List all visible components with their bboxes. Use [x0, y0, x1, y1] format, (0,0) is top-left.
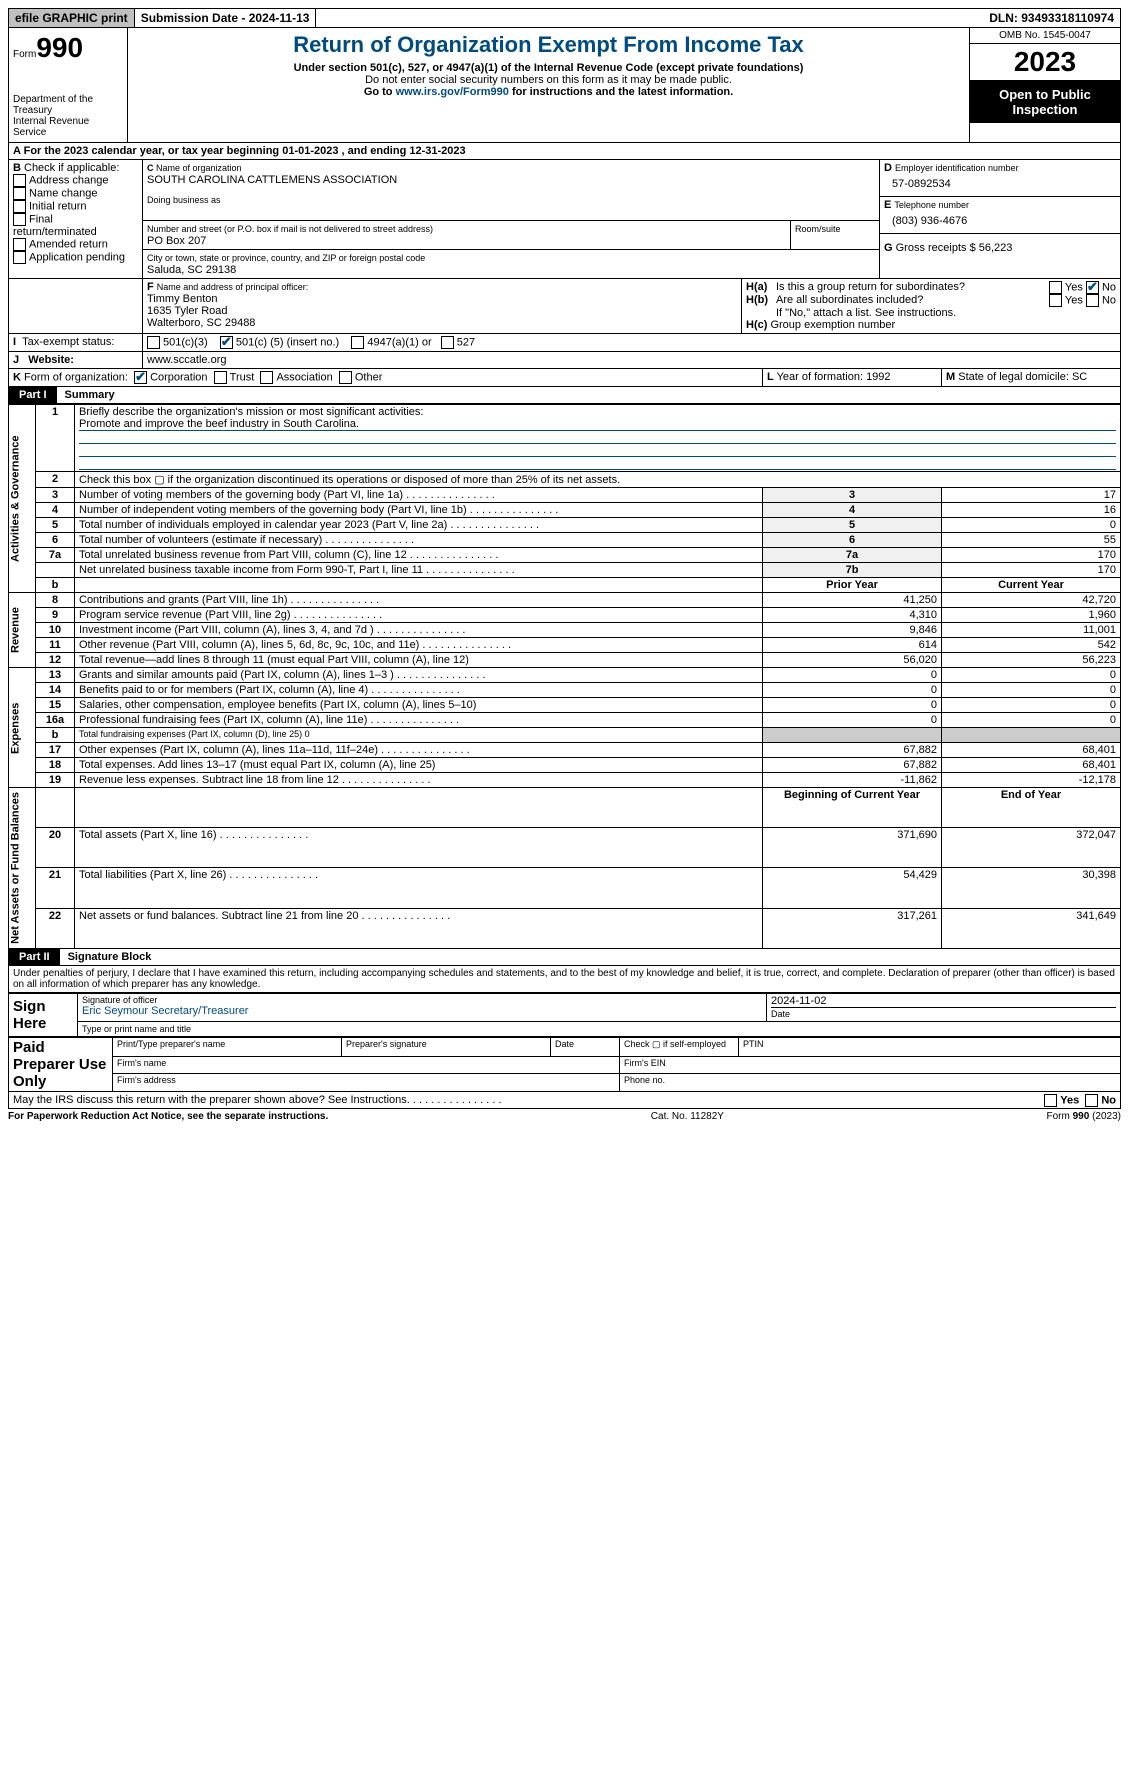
vlabel-revenue: Revenue [9, 593, 36, 668]
line-a: A For the 2023 calendar year, or tax yea… [8, 143, 1121, 160]
footer: For Paperwork Reduction Act Notice, see … [8, 1109, 1121, 1122]
street-address: PO Box 207 [147, 235, 206, 247]
officer-signature: Eric Seymour Secretary/Treasurer [82, 1005, 248, 1017]
irs-label: Internal Revenue Service [13, 116, 123, 138]
form-header: Form990 Department of the Treasury Inter… [8, 28, 1121, 143]
subtitle-2: Do not enter social security numbers on … [132, 74, 965, 86]
perjury-statement: Under penalties of perjury, I declare th… [8, 966, 1121, 993]
section-c: C Name of organizationSOUTH CAROLINA CAT… [143, 160, 880, 278]
section-deg: D Employer identification number57-08925… [880, 160, 1120, 278]
sign-date: 2024-11-02 [771, 995, 1116, 1008]
officer-block: F Name and address of principal officer:… [8, 279, 1121, 334]
line-klm: K Form of organization: Corporation Trus… [8, 369, 1121, 387]
paid-preparer-block: Paid Preparer Use Only Print/Type prepar… [8, 1037, 1121, 1092]
org-name: SOUTH CAROLINA CATTLEMENS ASSOCIATION [147, 174, 397, 186]
dept-treasury: Department of the Treasury [13, 94, 123, 116]
topbar: efile GRAPHIC print Submission Date - 20… [8, 8, 1121, 28]
submission-date: Submission Date - 2024-11-13 [135, 9, 317, 27]
officer-addr1: 1635 Tyler Road [147, 305, 228, 317]
omb-number: OMB No. 1545-0047 [970, 28, 1120, 44]
vlabel-governance: Activities & Governance [9, 405, 36, 593]
line-i: I Tax-exempt status: 501(c)(3) 501(c) (5… [8, 334, 1121, 352]
city-state-zip: Saluda, SC 29138 [147, 264, 236, 276]
section-h: H(a)Is this a group return for subordina… [742, 279, 1120, 333]
discuss-row: May the IRS discuss this return with the… [8, 1092, 1121, 1109]
tax-year: 2023 [970, 44, 1120, 81]
officer-addr2: Walterboro, SC 29488 [147, 317, 255, 329]
telephone: (803) 936-4676 [884, 211, 1116, 231]
form-title: Return of Organization Exempt From Incom… [132, 32, 965, 58]
dln: DLN: 93493318110974 [983, 9, 1120, 27]
form-label: Form [13, 49, 36, 60]
mission-text: Promote and improve the beef industry in… [79, 418, 1116, 431]
subtitle-3: Go to www.irs.gov/Form990 for instructio… [132, 86, 965, 98]
part-i-header: Part ISummary [8, 387, 1121, 404]
vlabel-netassets: Net Assets or Fund Balances [9, 788, 36, 949]
entity-block: B Check if applicable: Address changeNam… [8, 160, 1121, 279]
section-b: B Check if applicable: Address changeNam… [9, 160, 143, 278]
form-number: 990 [36, 32, 83, 63]
efile-label: efile GRAPHIC print [9, 9, 135, 27]
part-ii-header: Part IISignature Block [8, 949, 1121, 966]
sign-here-block: Sign Here Signature of officerEric Seymo… [8, 993, 1121, 1037]
irs-link[interactable]: www.irs.gov/Form990 [396, 86, 509, 98]
line-j: J Website: www.sccatle.org [8, 352, 1121, 369]
public-inspection: Open to Public Inspection [970, 81, 1120, 123]
vlabel-expenses: Expenses [9, 668, 36, 788]
gross-receipts: 56,223 [979, 242, 1013, 254]
summary-table: Activities & Governance 1Briefly describ… [8, 404, 1121, 949]
officer-name: Timmy Benton [147, 293, 218, 305]
ein: 57-0892534 [884, 174, 1116, 194]
website: www.sccatle.org [147, 354, 226, 366]
subtitle-1: Under section 501(c), 527, or 4947(a)(1)… [132, 62, 965, 74]
